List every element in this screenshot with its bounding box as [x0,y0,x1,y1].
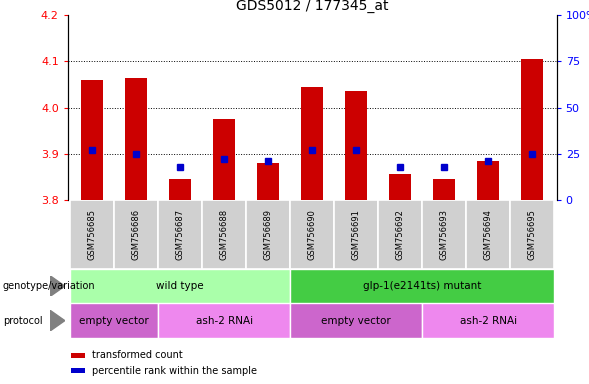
Polygon shape [50,310,65,331]
Bar [290,269,554,303]
Bar [70,303,158,338]
Bar [422,200,466,269]
Bar [71,368,85,373]
Text: protocol: protocol [3,316,42,326]
Text: GSM756691: GSM756691 [352,209,360,260]
Polygon shape [50,276,65,296]
Bar [125,78,147,200]
Text: genotype/variation: genotype/variation [3,281,95,291]
Text: GSM756686: GSM756686 [131,209,141,260]
Bar [202,200,246,269]
Text: GSM756685: GSM756685 [87,209,97,260]
Text: GSM756692: GSM756692 [396,209,405,260]
Bar [434,179,455,200]
Bar [466,200,510,269]
Text: GSM756689: GSM756689 [264,209,273,260]
Bar [477,161,499,200]
Text: GSM756690: GSM756690 [307,209,317,260]
Bar [378,200,422,269]
Bar [334,200,378,269]
Bar [70,269,290,303]
Text: GSM756687: GSM756687 [176,209,184,260]
Text: glp-1(e2141ts) mutant: glp-1(e2141ts) mutant [363,281,481,291]
Text: ash-2 RNAi: ash-2 RNAi [460,316,517,326]
Bar [389,174,411,200]
Bar [510,200,554,269]
Bar [169,179,191,200]
Bar [158,200,202,269]
Text: ash-2 RNAi: ash-2 RNAi [196,316,253,326]
Bar [114,200,158,269]
Text: empty vector: empty vector [322,316,391,326]
Bar [213,119,235,200]
Bar [345,91,367,200]
Bar [290,303,422,338]
Text: transformed count: transformed count [92,350,183,360]
Bar [81,80,103,200]
Text: empty vector: empty vector [79,316,149,326]
Bar [158,303,290,338]
Text: GSM756693: GSM756693 [440,209,449,260]
Bar [257,163,279,200]
Bar [70,200,114,269]
Text: GSM756688: GSM756688 [220,209,229,260]
Bar [246,200,290,269]
Bar [301,87,323,200]
Bar [290,200,334,269]
Text: GSM756694: GSM756694 [484,209,493,260]
Bar [422,303,554,338]
Title: GDS5012 / 177345_at: GDS5012 / 177345_at [236,0,388,13]
Text: GSM756695: GSM756695 [528,209,537,260]
Text: percentile rank within the sample: percentile rank within the sample [92,366,257,376]
Bar [71,353,85,358]
Bar [521,59,544,200]
Text: wild type: wild type [156,281,204,291]
